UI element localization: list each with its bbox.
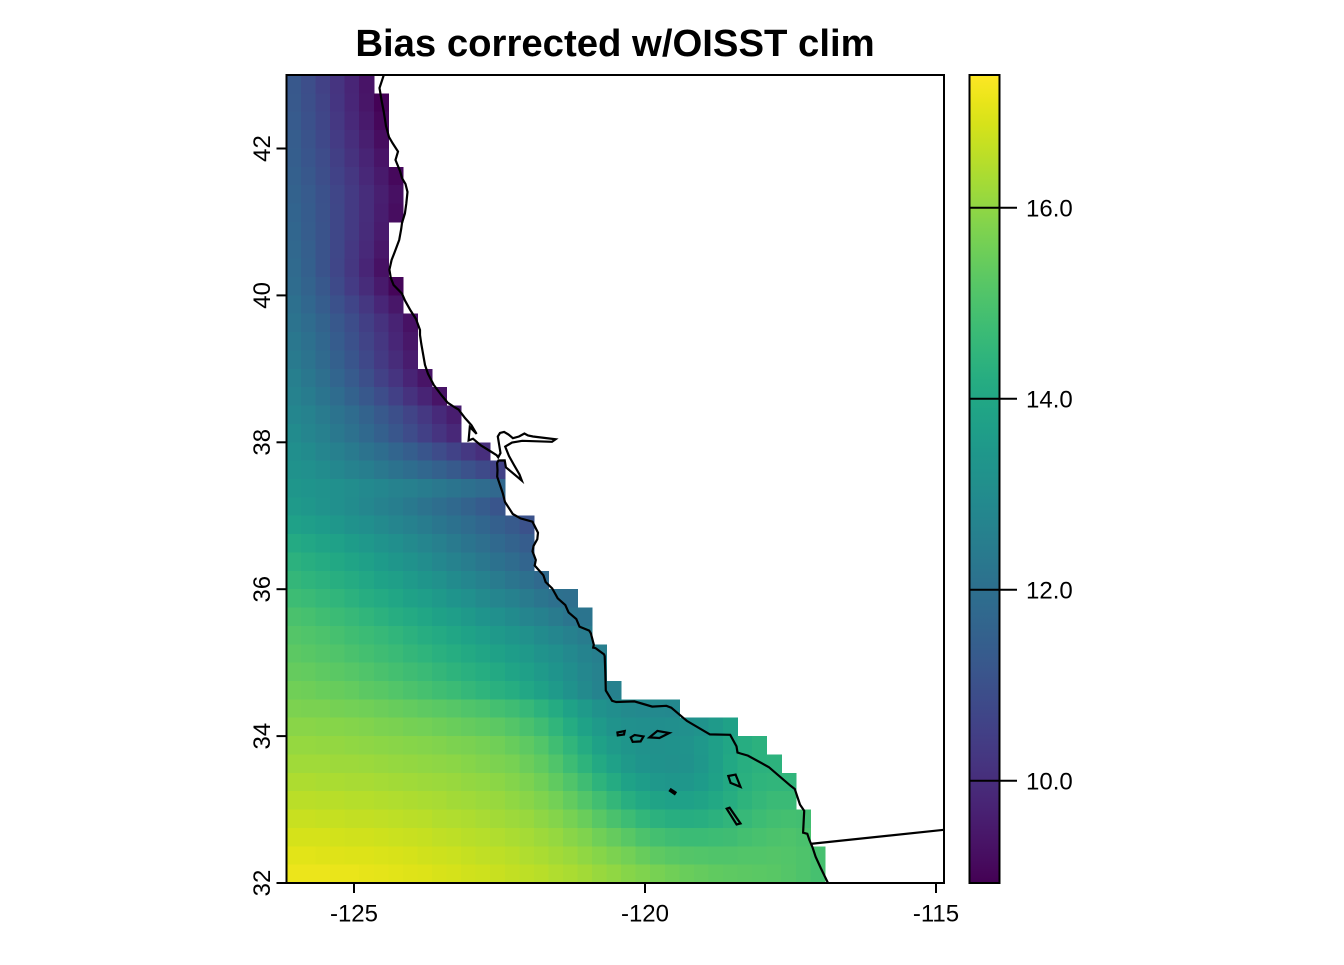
svg-text:36: 36 <box>249 576 276 603</box>
svg-text:16.0: 16.0 <box>1026 195 1073 222</box>
svg-text:34: 34 <box>249 723 276 750</box>
svg-text:14.0: 14.0 <box>1026 386 1073 413</box>
svg-text:10.0: 10.0 <box>1026 768 1073 795</box>
svg-text:-115: -115 <box>913 901 959 928</box>
svg-text:38: 38 <box>249 429 276 456</box>
svg-text:-120: -120 <box>621 901 669 928</box>
svg-text:40: 40 <box>249 282 276 309</box>
svg-text:42: 42 <box>249 135 276 162</box>
svg-text:Bias corrected w/OISST clim: Bias corrected w/OISST clim <box>355 22 874 65</box>
svg-text:12.0: 12.0 <box>1026 577 1073 604</box>
svg-text:32: 32 <box>249 870 276 897</box>
svg-text:-125: -125 <box>330 901 378 928</box>
